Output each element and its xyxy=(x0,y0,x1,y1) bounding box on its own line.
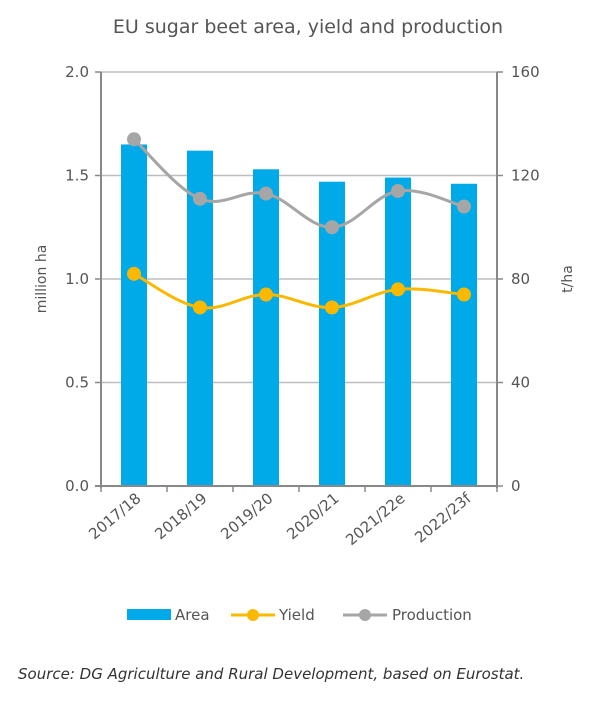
yield-marker xyxy=(325,300,339,315)
line-series xyxy=(127,132,471,315)
x-axis-ticks: 2017/18 2018/19 2019/20 2020/21 2021/22e 2022… xyxy=(85,486,498,549)
x-tick-label: 2022/23f xyxy=(411,489,475,547)
x-tick-label: 2019/20 xyxy=(217,489,276,543)
legend-production-marker xyxy=(359,609,371,621)
legend-area-label: Area xyxy=(175,606,210,624)
yield-marker xyxy=(127,266,141,281)
area-bars xyxy=(121,144,477,487)
x-tick-label: 2020/21 xyxy=(283,489,342,543)
x-tick-label: 2021/22e xyxy=(342,489,408,549)
legend-area-swatch xyxy=(127,609,171,620)
area-bar xyxy=(451,183,477,486)
production-marker xyxy=(193,191,207,206)
right-tick-label: 40 xyxy=(511,374,530,392)
area-bar xyxy=(187,150,213,486)
production-marker xyxy=(259,186,273,201)
right-tick-label: 0 xyxy=(511,477,521,495)
legend: Area Yield Production xyxy=(127,606,472,624)
area-bar xyxy=(253,169,279,487)
x-tick-label: 2018/19 xyxy=(151,489,210,543)
source-note: Source: DG Agriculture and Rural Develop… xyxy=(18,665,525,683)
production-line xyxy=(132,138,465,229)
legend-yield-label: Yield xyxy=(278,606,315,624)
left-axis-ticks: 0.0 0.5 1.0 1.5 2.0 xyxy=(65,63,101,495)
right-tick-label: 120 xyxy=(511,167,540,185)
left-tick-label: 2.0 xyxy=(65,63,89,81)
gridlines xyxy=(101,71,497,384)
yield-marker xyxy=(193,300,207,315)
yield-marker xyxy=(259,287,273,302)
x-tick-label: 2017/18 xyxy=(85,489,144,543)
area-bar xyxy=(385,177,411,486)
right-tick-label: 160 xyxy=(511,63,540,81)
axes xyxy=(95,72,498,488)
left-tick-label: 0.5 xyxy=(65,374,89,392)
production-marker xyxy=(457,199,471,214)
chart: EU sugar beet area, yield and production… xyxy=(34,16,576,624)
production-marker xyxy=(325,220,339,235)
production-marker xyxy=(127,132,141,147)
area-bar xyxy=(121,144,147,486)
yield-marker xyxy=(391,282,405,297)
legend-production-label: Production xyxy=(392,606,472,624)
chart-title: EU sugar beet area, yield and production xyxy=(113,16,503,38)
right-axis-label: t/ha xyxy=(560,265,576,293)
production-marker xyxy=(391,184,405,199)
legend-yield-marker xyxy=(247,609,259,621)
right-tick-label: 80 xyxy=(511,270,530,288)
left-tick-label: 0.0 xyxy=(65,477,89,495)
left-axis-label: million ha xyxy=(34,245,50,314)
yield-marker xyxy=(457,287,471,302)
left-tick-label: 1.5 xyxy=(65,167,89,185)
left-tick-label: 1.0 xyxy=(65,270,89,288)
right-axis-ticks: 0 40 80 120 160 xyxy=(497,63,540,495)
